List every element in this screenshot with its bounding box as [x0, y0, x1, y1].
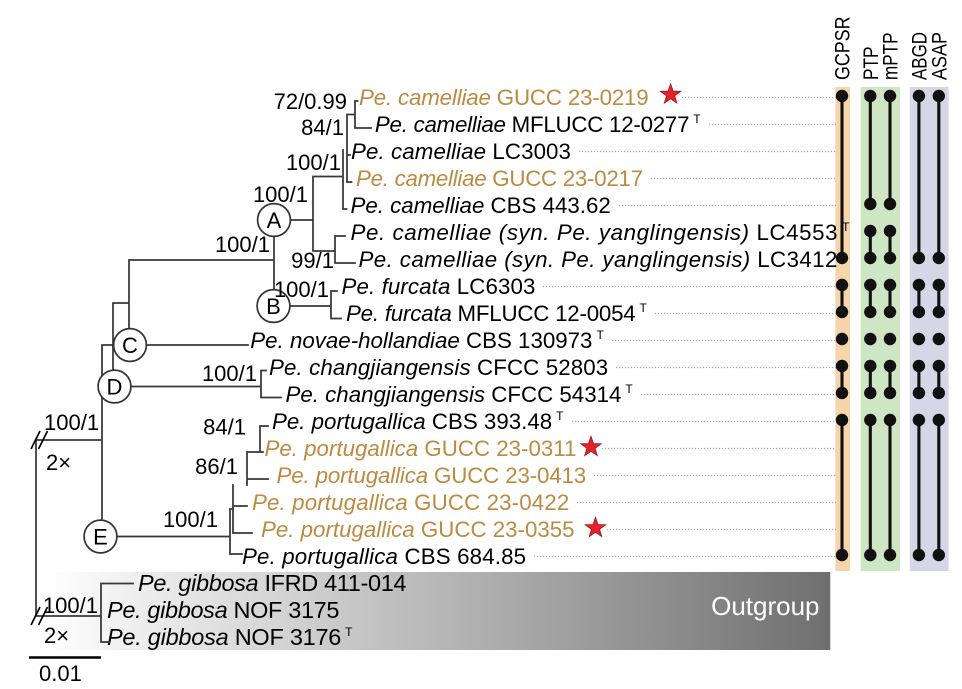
svg-text:Pe. camelliae (syn. Pe. yangli: Pe. camelliae (syn. Pe. yanglingensis) L… — [351, 220, 851, 245]
svg-text:C: C — [122, 333, 138, 358]
svg-text:Pe. portugallica CBS 684.85: Pe. portugallica CBS 684.85 — [242, 544, 526, 569]
svg-text:mPTP: mPTP — [880, 33, 903, 81]
svg-text:Pe. camelliae GUCC 23-0219: Pe. camelliae GUCC 23-0219 — [359, 85, 649, 110]
svg-text:Pe. portugallica GUCC 23-0413: Pe. portugallica GUCC 23-0413 — [277, 463, 587, 488]
svg-text:Pe. changjiangensis CFCC 52803: Pe. changjiangensis CFCC 52803 — [269, 355, 608, 380]
svg-text:E: E — [93, 525, 108, 550]
svg-text:Pe. gibbosa NOF 3175: Pe. gibbosa NOF 3175 — [107, 597, 339, 623]
svg-text:D: D — [107, 375, 123, 400]
svg-text:Pe. camelliae LC3003: Pe. camelliae LC3003 — [351, 139, 571, 164]
svg-text:Pe. camelliae (syn. Pe. yangli: Pe. camelliae (syn. Pe. yanglingensis) L… — [359, 247, 838, 272]
svg-text:ABGD: ABGD — [908, 32, 931, 80]
svg-text:72/0.99: 72/0.99 — [274, 89, 347, 114]
svg-text:100/1: 100/1 — [202, 361, 257, 386]
svg-text:84/1: 84/1 — [203, 415, 246, 440]
svg-text:A: A — [267, 208, 282, 233]
svg-text:Pe. camelliae CBS 443.62: Pe. camelliae CBS 443.62 — [351, 193, 611, 218]
svg-text:100/1: 100/1 — [44, 410, 99, 435]
svg-text:Pe. portugallica GUCC 23-0422: Pe. portugallica GUCC 23-0422 — [252, 490, 569, 515]
svg-text:99/1: 99/1 — [291, 248, 334, 273]
svg-text:Pe. furcata LC6303: Pe. furcata LC6303 — [342, 274, 536, 299]
svg-text:2×: 2× — [44, 623, 69, 648]
svg-text:2×: 2× — [46, 450, 71, 475]
svg-text:GCPSR: GCPSR — [832, 17, 855, 80]
svg-text:Pe. changjiangensis CFCC 54314: Pe. changjiangensis CFCC 54314 T — [286, 382, 634, 407]
svg-text:Pe. camelliae GUCC 23-0217: Pe. camelliae GUCC 23-0217 — [356, 166, 643, 191]
svg-text:Pe. novae-hollandiae CBS 13097: Pe. novae-hollandiae CBS 130973 T — [250, 328, 604, 353]
svg-text:ASAP: ASAP — [928, 32, 951, 80]
svg-text:Outgroup: Outgroup — [711, 591, 819, 621]
svg-text:100/1: 100/1 — [286, 150, 341, 175]
svg-text:Pe. portugallica GUCC 23-0311: Pe. portugallica GUCC 23-0311 — [265, 436, 577, 461]
svg-text:Pe. gibbosa IFRD 411-014: Pe. gibbosa IFRD 411-014 — [138, 570, 406, 596]
svg-text:84/1: 84/1 — [301, 115, 344, 140]
svg-text:100/1: 100/1 — [163, 507, 218, 532]
svg-text:PTP: PTP — [860, 47, 883, 81]
svg-text:86/1: 86/1 — [195, 454, 238, 479]
svg-text:100/1: 100/1 — [215, 232, 270, 257]
svg-text:100/1: 100/1 — [253, 182, 308, 207]
svg-text:0.01: 0.01 — [39, 661, 82, 686]
svg-text:B: B — [266, 294, 281, 319]
svg-text:Pe. portugallica GUCC 23-0355: Pe. portugallica GUCC 23-0355 — [261, 517, 575, 542]
svg-text:100/1: 100/1 — [43, 593, 98, 618]
svg-text:100/1: 100/1 — [274, 277, 329, 302]
svg-text:Pe. portugallica CBS 393.48T: Pe. portugallica CBS 393.48 T — [272, 409, 564, 434]
